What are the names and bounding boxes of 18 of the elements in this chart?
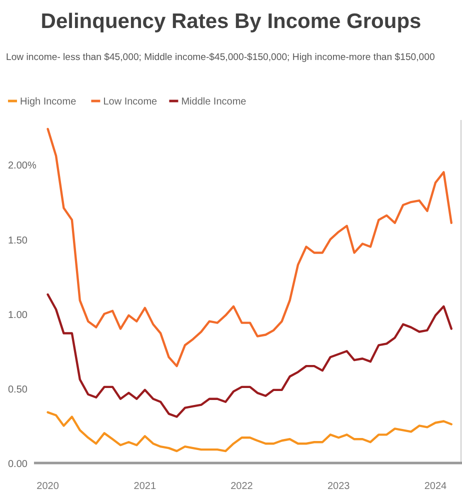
y-tick-label: 1.50	[8, 235, 28, 246]
chart-title: Delinquency Rates By Income Groups	[40, 10, 422, 33]
legend-label: Low Income	[103, 96, 158, 108]
chart-subtitle: Low income- less than $45,000; Middle income-$45,000-$150,000; High income-more than $150,000	[6, 52, 435, 63]
x-tick-label: 2022	[230, 481, 254, 492]
x-tick-label: 2021	[134, 481, 156, 492]
line-series	[46, 293, 452, 418]
legend-label: Middle Income	[181, 96, 247, 108]
y-tick-label: 0.00	[8, 459, 28, 470]
x-tick-label: 2023	[327, 481, 350, 492]
x-tick-label: 2020	[36, 481, 60, 492]
line-series	[46, 411, 452, 452]
y-tick-label: 1.00	[8, 310, 28, 321]
y-tick-label: 0.50	[8, 384, 28, 396]
legend-label: High Income	[20, 96, 77, 108]
y-tick-label: 2.00%	[8, 160, 36, 172]
x-tick-label: 2024	[424, 481, 448, 492]
line-series	[46, 128, 452, 368]
